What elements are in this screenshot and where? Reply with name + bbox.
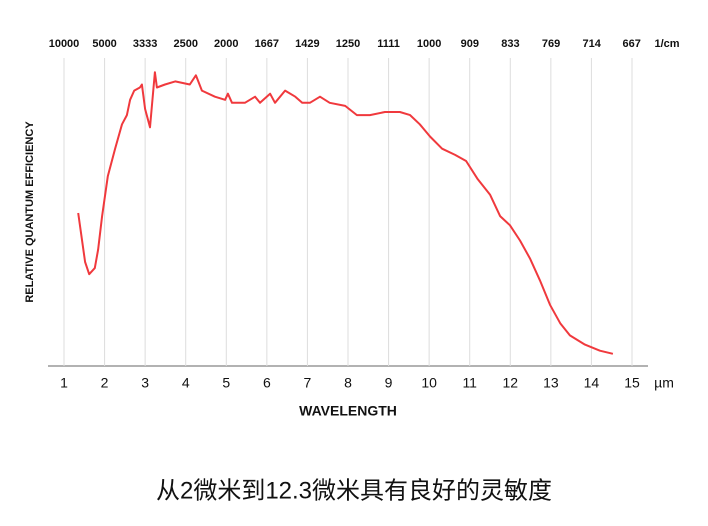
x-axis-label: WAVELENGTH xyxy=(299,403,397,419)
x2-tick-label: 909 xyxy=(461,38,479,50)
x-tick-label: 11 xyxy=(462,375,477,391)
x-tick-label: 13 xyxy=(543,375,559,391)
x2-tick-label: 10000 xyxy=(49,38,80,50)
x2-tick-label: 2000 xyxy=(214,38,238,50)
x2-tick-label: 1667 xyxy=(255,38,279,50)
x-tick-label: 3 xyxy=(141,375,149,391)
x-unit: µm xyxy=(654,375,674,391)
x2-tick-label: 833 xyxy=(501,38,519,50)
x2-tick-label: 1000 xyxy=(417,38,441,50)
x-tick-label: 9 xyxy=(385,375,393,391)
x-tick-label: 10 xyxy=(421,375,437,391)
caption: 从2微米到12.3微米具有良好的灵敏度 xyxy=(156,477,552,504)
x2-tick-label: 1250 xyxy=(336,38,360,50)
x2-tick-label: 667 xyxy=(623,38,641,50)
y-axis-label: RELATIVE QUANTUM EFFICIENCY xyxy=(24,121,36,303)
x2-unit: 1/cm xyxy=(654,38,679,50)
x-tick-label: 15 xyxy=(624,375,640,391)
x-tick-label: 8 xyxy=(344,375,352,391)
x2-tick-label: 3333 xyxy=(133,38,157,50)
x-tick-label: 2 xyxy=(101,375,109,391)
x2-tick-label: 1429 xyxy=(295,38,319,50)
x2-tick-label: 1111 xyxy=(377,38,400,50)
x-tick-label: 1 xyxy=(60,375,68,391)
x-tick-label: 7 xyxy=(304,375,312,391)
x2-tick-label: 769 xyxy=(542,38,560,50)
x2-tick-label: 5000 xyxy=(92,38,116,50)
x2-tick-label: 2500 xyxy=(173,38,197,50)
x-tick-label: 12 xyxy=(502,375,518,391)
x-tick-label: 5 xyxy=(222,375,230,391)
data-line xyxy=(77,71,614,355)
x-tick-label: 6 xyxy=(263,375,271,391)
x2-tick-label: 714 xyxy=(582,38,601,50)
x-tick-label: 4 xyxy=(182,375,190,391)
x-tick-label: 14 xyxy=(584,375,600,391)
